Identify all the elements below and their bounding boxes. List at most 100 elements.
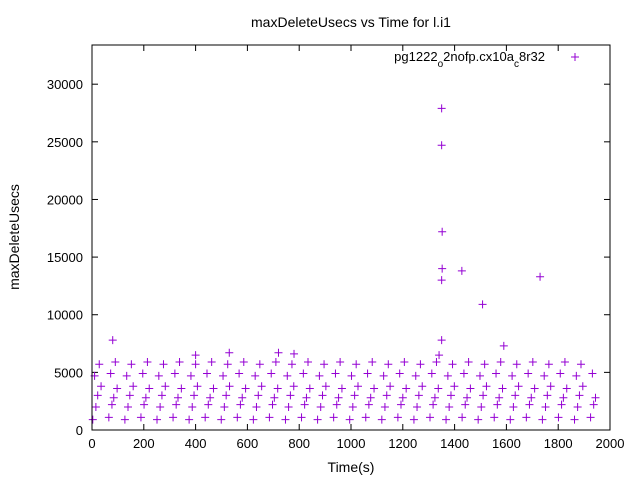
data-point [318, 391, 327, 400]
data-point [191, 351, 200, 360]
data-point [350, 391, 359, 400]
plot-border [91, 44, 611, 431]
data-point [525, 400, 534, 409]
data-point [193, 382, 202, 391]
data-point [498, 384, 507, 393]
x-tick-label: 0 [88, 436, 95, 451]
chart-title: maxDeleteUsecs vs Time for l.i1 [251, 14, 451, 30]
data-point [235, 369, 244, 378]
y-tick-label: 25000 [47, 135, 83, 150]
data-point [129, 382, 138, 391]
data-point [297, 413, 306, 422]
data-point [252, 402, 261, 411]
data-point [589, 400, 598, 409]
x-axis-label: Time(s) [328, 459, 375, 475]
data-point [104, 413, 113, 422]
data-point [409, 415, 418, 424]
data-point [191, 360, 200, 369]
data-point [438, 264, 447, 273]
data-point [363, 369, 372, 378]
data-point [108, 336, 117, 345]
data-point [437, 276, 446, 285]
data-point [284, 402, 293, 411]
x-tick-label: 1600 [492, 436, 521, 451]
data-point [416, 360, 425, 369]
data-point [506, 415, 515, 424]
data-point [554, 413, 563, 422]
data-point [418, 382, 427, 391]
data-point [461, 400, 470, 409]
data-point [236, 400, 245, 409]
data-point [255, 360, 264, 369]
data-point [223, 360, 232, 369]
data-point [527, 393, 536, 402]
data-point [508, 371, 517, 380]
data-point [321, 382, 330, 391]
data-point [393, 413, 402, 422]
data-point [336, 357, 345, 366]
data-point [286, 391, 295, 400]
data-point [125, 391, 134, 400]
data-point [562, 384, 571, 393]
data-point [524, 369, 533, 378]
data-point [572, 371, 581, 380]
data-point [97, 382, 106, 391]
data-point [251, 371, 260, 380]
data-point [290, 349, 299, 358]
data-point [442, 415, 451, 424]
data-point [366, 393, 375, 402]
data-point [345, 415, 354, 424]
data-point [448, 360, 457, 369]
data-point [477, 402, 486, 411]
data-point [482, 382, 491, 391]
data-point [302, 393, 311, 402]
data-point [575, 391, 584, 400]
data-point [127, 360, 136, 369]
data-point [206, 393, 215, 402]
data-point [384, 360, 393, 369]
data-point [538, 415, 547, 424]
data-point [111, 357, 120, 366]
data-point [591, 393, 600, 402]
y-tick-label: 10000 [47, 308, 83, 323]
data-point [370, 384, 379, 393]
data-point [136, 413, 145, 422]
y-tick-label: 5000 [54, 365, 83, 380]
data-point [91, 402, 100, 411]
data-point [120, 415, 129, 424]
data-point [578, 382, 587, 391]
y-tick-label: 15000 [47, 250, 83, 265]
data-point [249, 415, 258, 424]
data-point [474, 415, 483, 424]
data-point [156, 402, 165, 411]
x-tick-label: 1400 [440, 436, 469, 451]
data-point [106, 369, 115, 378]
data-point [413, 402, 422, 411]
data-point [332, 400, 341, 409]
data-point [536, 272, 545, 281]
data-point [466, 384, 475, 393]
data-point [107, 400, 116, 409]
data-point [475, 371, 484, 380]
data-point [411, 371, 420, 380]
data-point [364, 400, 373, 409]
data-point [352, 360, 361, 369]
x-tick-label: 200 [133, 436, 155, 451]
data-point [320, 360, 329, 369]
data-point [402, 384, 411, 393]
data-point [427, 369, 436, 378]
data-point [257, 382, 266, 391]
data-point [557, 400, 566, 409]
data-point [382, 391, 391, 400]
data-point [267, 369, 276, 378]
y-tick-label: 0 [76, 423, 83, 438]
data-point [514, 382, 523, 391]
y-tick-label: 30000 [47, 77, 83, 92]
data-point [348, 402, 357, 411]
data-point [113, 384, 122, 393]
x-tick-label: 2000 [596, 436, 625, 451]
data-point [225, 348, 234, 357]
data-point [313, 415, 322, 424]
data-point [347, 371, 356, 380]
